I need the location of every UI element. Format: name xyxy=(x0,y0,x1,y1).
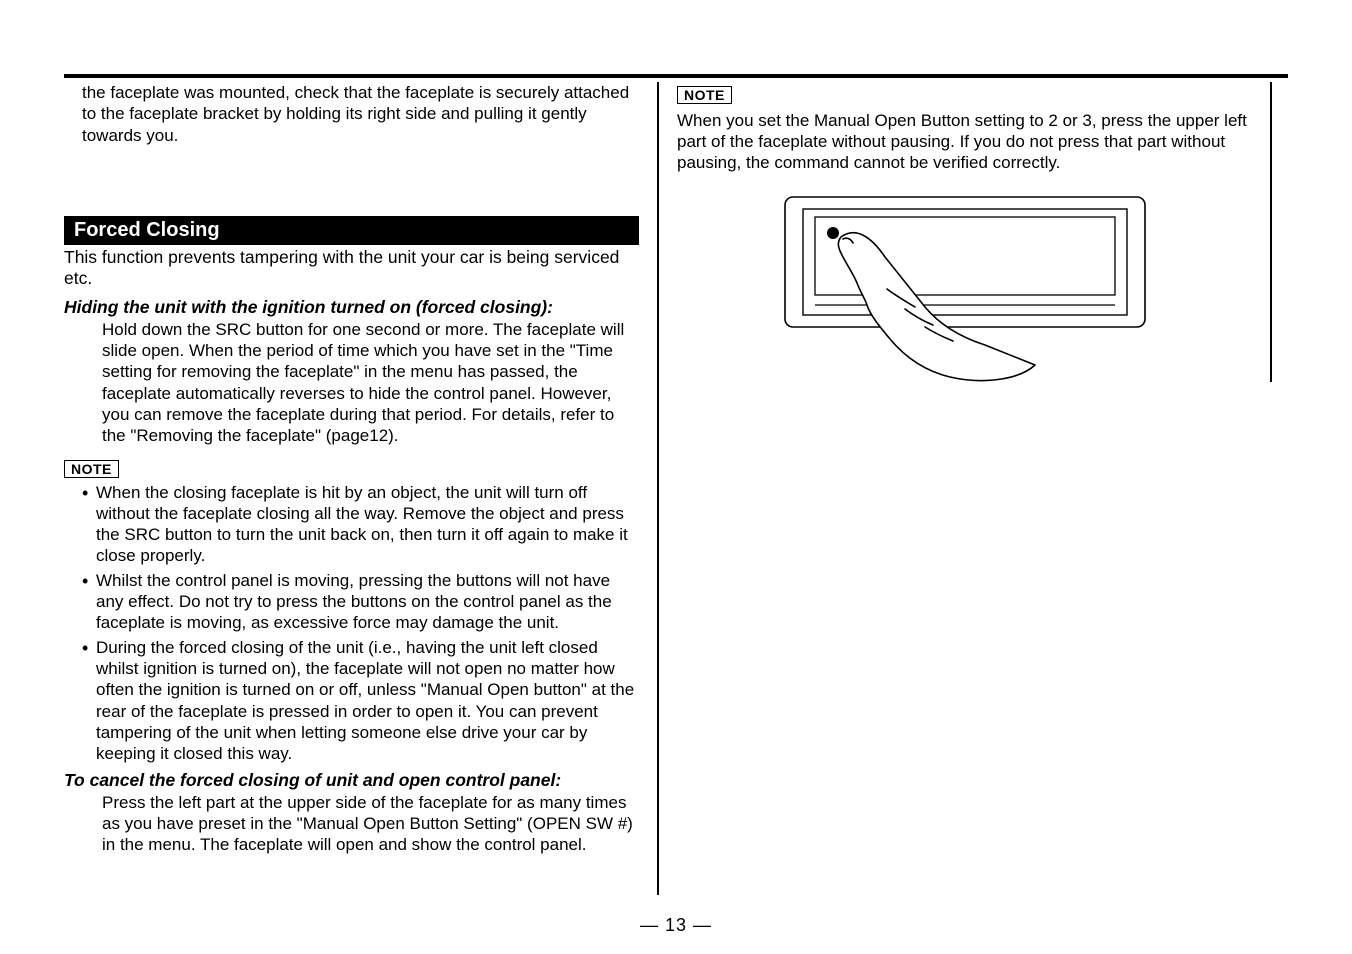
faceplate-press-illustration xyxy=(775,187,1155,387)
right-note-body: When you set the Manual Open Button sett… xyxy=(677,110,1252,173)
note-label-right: NOTE xyxy=(677,86,732,104)
note-bullet: When the closing faceplate is hit by an … xyxy=(82,482,639,566)
note-bullet: During the forced closing of the unit (i… xyxy=(82,637,639,763)
left-column: the faceplate was mounted, check that th… xyxy=(64,82,659,895)
note-bullet-list: When the closing faceplate is hit by an … xyxy=(82,482,639,764)
press-target-dot xyxy=(827,227,839,239)
section-intro: This function prevents tampering with th… xyxy=(64,247,639,290)
note-label-left: NOTE xyxy=(64,460,119,478)
carryover-paragraph: the faceplate was mounted, check that th… xyxy=(82,82,639,146)
page-number: — 13 — xyxy=(0,915,1352,936)
two-column-layout: the faceplate was mounted, check that th… xyxy=(64,82,1288,895)
right-column: NOTE When you set the Manual Open Button… xyxy=(677,82,1272,382)
note-bullet: Whilst the control panel is moving, pres… xyxy=(82,570,639,633)
cancel-body: Press the left part at the upper side of… xyxy=(102,792,639,855)
manual-page: the faceplate was mounted, check that th… xyxy=(0,0,1352,954)
section-header-forced-closing: Forced Closing xyxy=(64,216,639,245)
subheading-cancel: To cancel the forced closing of unit and… xyxy=(64,770,639,792)
illustration-container xyxy=(677,187,1252,387)
top-rule xyxy=(64,74,1288,78)
hiding-body: Hold down the SRC button for one second … xyxy=(102,319,639,445)
subheading-hiding: Hiding the unit with the ignition turned… xyxy=(64,297,639,319)
